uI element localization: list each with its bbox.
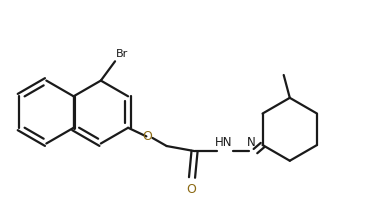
Text: O: O [142,130,152,143]
Text: N: N [247,136,256,149]
Text: Br: Br [116,49,128,59]
Text: HN: HN [215,136,232,149]
Text: O: O [186,183,196,196]
